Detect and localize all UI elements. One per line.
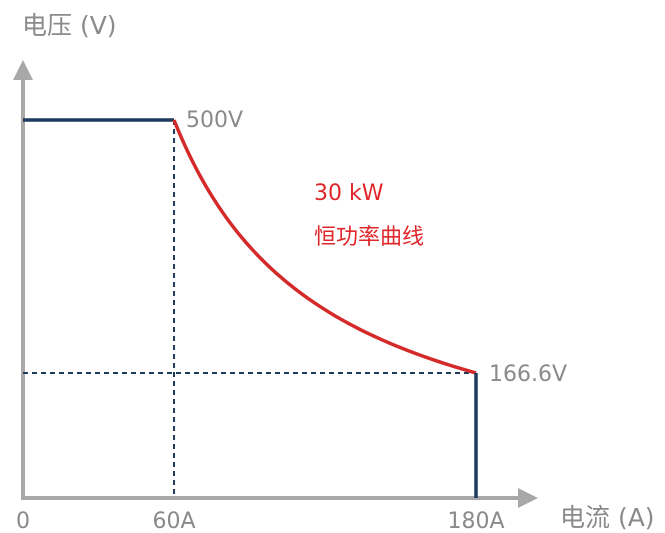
y-axis-arrow — [13, 60, 33, 80]
x-tick-label-180: 180A — [447, 509, 504, 533]
x-axis-title: 电流 (A) — [560, 503, 655, 532]
constant-power-curve — [172, 119, 477, 375]
point-label-500v: 500V — [186, 108, 243, 133]
y-axis-title: 电压 (V) — [22, 11, 117, 40]
x-tick-label-60: 60A — [152, 509, 195, 533]
point-label-166v: 166.6V — [489, 362, 567, 387]
origin-label: 0 — [16, 509, 30, 533]
x-axis-arrow — [518, 488, 538, 508]
annotation-curve-name: 恒功率曲线 — [314, 225, 424, 250]
annotation-power: 30 kW — [314, 181, 384, 206]
axes — [13, 60, 538, 508]
